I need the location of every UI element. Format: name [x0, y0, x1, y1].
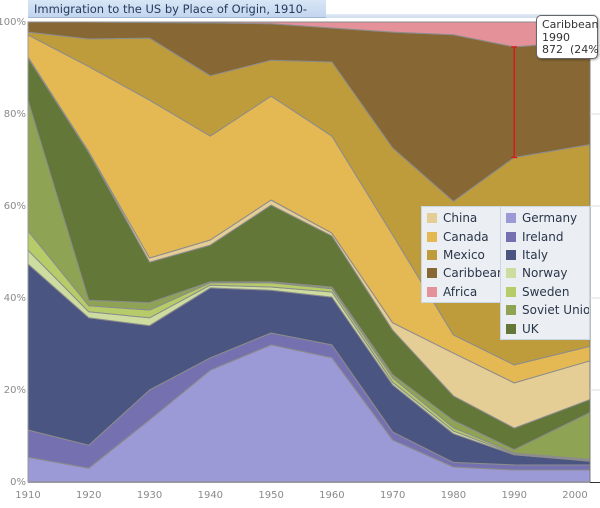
legend-item-uk[interactable]: UK: [501, 319, 589, 337]
legend-label: Italy: [522, 247, 549, 262]
legend-label: Soviet Union: [522, 303, 589, 318]
x-tick-label: 1910: [15, 490, 40, 501]
x-tick-label: 1960: [319, 490, 344, 501]
legend-label: Ireland: [522, 229, 564, 244]
legend-item-china[interactable]: China: [422, 209, 500, 227]
legend-swatch: [506, 249, 516, 260]
legend-swatch: [506, 231, 516, 242]
legend-swatch: [506, 286, 516, 297]
x-tick-label: 1990: [501, 490, 526, 501]
y-tick-label: 40%: [4, 293, 26, 304]
x-tick-label: 1970: [380, 490, 405, 501]
legend-item-caribbean[interactable]: Caribbean: [422, 264, 500, 282]
y-tick-label: 100%: [0, 17, 26, 28]
y-tick-label: 80%: [4, 109, 26, 120]
legend-swatch: [427, 249, 437, 260]
legend-item-canada[interactable]: Canada: [422, 227, 500, 245]
y-tick-label: 0%: [10, 477, 26, 488]
legend-swatch: [506, 305, 516, 316]
legend-item-norway[interactable]: Norway: [501, 264, 589, 282]
legend-label: China: [443, 211, 478, 226]
legend-label: Caribbean: [443, 266, 500, 281]
x-tick-label: 1980: [441, 490, 466, 501]
legend-item-sweden[interactable]: Sweden: [501, 283, 589, 301]
x-tick-label: 1940: [198, 490, 223, 501]
legend-item-ireland[interactable]: Ireland: [501, 227, 589, 245]
title-rule: [326, 14, 596, 18]
legend-label: Germany: [522, 211, 578, 226]
legend-item-soviet-union[interactable]: Soviet Union: [501, 301, 589, 319]
tooltip-series: Caribbean: [542, 18, 599, 31]
x-tick-label: 1950: [258, 490, 283, 501]
y-tick-label: 60%: [4, 201, 26, 212]
x-tick-label: 1920: [76, 490, 101, 501]
legend-swatch: [506, 268, 516, 279]
legend-swatch: [427, 286, 437, 297]
legend-label: Norway: [522, 266, 568, 281]
legend-swatch: [427, 268, 437, 279]
legend-swatch: [506, 323, 516, 334]
legend-column-2: Germany Ireland Italy Norway Sweden Soviet Un…: [500, 206, 590, 340]
legend-label: Canada: [443, 229, 489, 244]
legend-label: Mexico: [443, 247, 485, 262]
legend-column-1: China Canada Mexico Caribbean Africa: [421, 206, 501, 303]
legend-label: UK: [522, 321, 539, 336]
x-tick-label: 2000: [562, 490, 587, 501]
data-tooltip: Caribbean 1990 872 (24%): [536, 15, 600, 59]
x-tick-label: 1930: [137, 490, 162, 501]
legend-label: Africa: [443, 284, 478, 299]
legend-swatch: [427, 231, 437, 242]
tooltip-value: 872 (24%): [542, 43, 600, 56]
x-axis: 1910 1920 1930 1940 1950 1960 1970 1980 1990 2000: [15, 490, 587, 501]
legend-item-mexico[interactable]: Mexico: [422, 246, 500, 264]
legend-swatch: [506, 213, 516, 224]
legend-item-germany[interactable]: Germany: [501, 209, 589, 227]
y-tick-label: 20%: [4, 385, 26, 396]
legend-swatch: [427, 213, 437, 224]
y-axis: 0% 20% 40% 60% 80% 100%: [0, 17, 600, 488]
legend-item-africa[interactable]: Africa: [422, 283, 500, 301]
legend-label: Sweden: [522, 284, 570, 299]
tooltip-year: 1990: [542, 30, 570, 44]
legend-item-italy[interactable]: Italy: [501, 246, 589, 264]
